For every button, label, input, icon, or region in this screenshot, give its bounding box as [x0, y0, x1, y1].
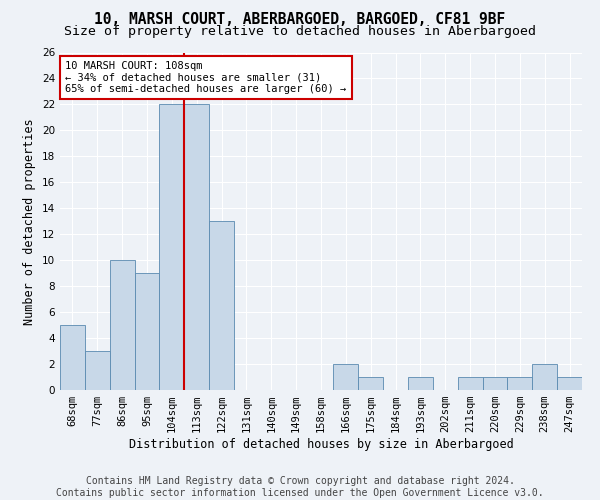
Bar	[209, 221, 234, 390]
Bar	[557, 377, 582, 390]
Y-axis label: Number of detached properties: Number of detached properties	[23, 118, 37, 324]
Bar	[334, 364, 358, 390]
Bar	[110, 260, 134, 390]
Bar	[458, 377, 482, 390]
Bar	[134, 273, 160, 390]
X-axis label: Distribution of detached houses by size in Aberbargoed: Distribution of detached houses by size …	[128, 438, 514, 451]
Bar	[160, 104, 184, 390]
Bar	[184, 104, 209, 390]
Bar	[482, 377, 508, 390]
Text: Contains HM Land Registry data © Crown copyright and database right 2024.
Contai: Contains HM Land Registry data © Crown c…	[56, 476, 544, 498]
Bar	[532, 364, 557, 390]
Bar	[85, 351, 110, 390]
Text: 10, MARSH COURT, ABERBARGOED, BARGOED, CF81 9BF: 10, MARSH COURT, ABERBARGOED, BARGOED, C…	[94, 12, 506, 28]
Text: 10 MARSH COURT: 108sqm
← 34% of detached houses are smaller (31)
65% of semi-det: 10 MARSH COURT: 108sqm ← 34% of detached…	[65, 61, 346, 94]
Bar	[60, 325, 85, 390]
Bar	[358, 377, 383, 390]
Text: Size of property relative to detached houses in Aberbargoed: Size of property relative to detached ho…	[64, 25, 536, 38]
Bar	[508, 377, 532, 390]
Bar	[408, 377, 433, 390]
